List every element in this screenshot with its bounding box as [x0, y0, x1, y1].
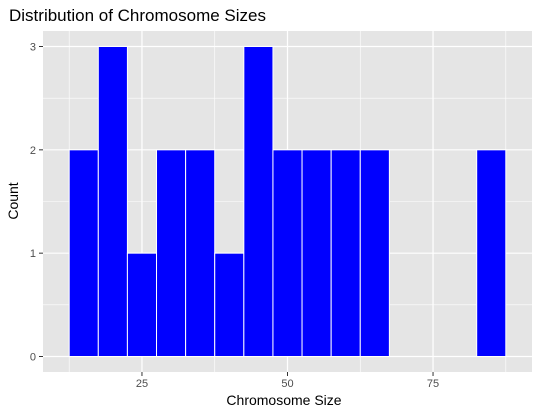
histogram-bar: [68, 149, 99, 357]
histogram-bar: [243, 46, 274, 357]
y-axis-ticks: 0 1 2 3: [30, 42, 43, 364]
histogram-bar: [214, 252, 245, 358]
x-tick-label: 25: [136, 378, 148, 390]
y-tick-label: 2: [30, 145, 36, 157]
histogram-bar: [359, 149, 390, 357]
histogram-bar: [156, 149, 187, 357]
histogram-bar: [330, 149, 361, 357]
x-axis-ticks: 25 50 75: [136, 372, 439, 390]
x-tick-label: 50: [281, 378, 293, 390]
x-axis-title: Chromosome Size: [226, 392, 341, 408]
histogram-bars: [68, 46, 507, 358]
x-tick-label: 75: [427, 378, 439, 390]
histogram-bar: [97, 46, 128, 357]
histogram-bar: [126, 252, 158, 358]
histogram-bar: [476, 149, 507, 357]
y-axis-title: Count: [5, 182, 21, 219]
histogram-bar: [185, 149, 216, 357]
chart-title: Distribution of Chromosome Sizes: [9, 6, 266, 25]
y-tick-label: 0: [30, 352, 36, 364]
histogram-bar: [301, 149, 332, 357]
y-tick-label: 3: [30, 42, 36, 54]
y-tick-label: 1: [30, 248, 36, 260]
histogram-bar: [272, 149, 303, 357]
